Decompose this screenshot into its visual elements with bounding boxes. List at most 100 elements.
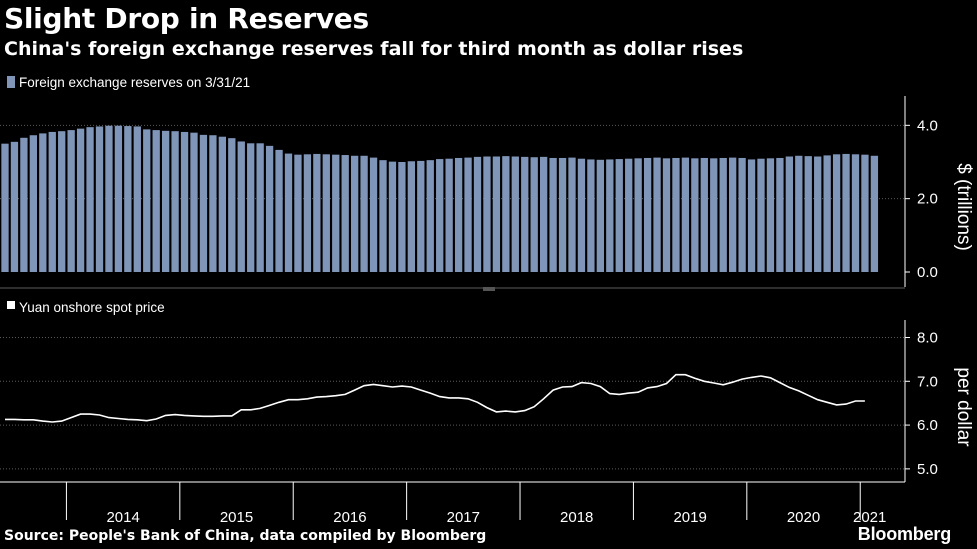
reserves-bar (351, 155, 359, 272)
reserves-axis-title: $ (trillions) (953, 163, 974, 251)
reserves-bar (766, 158, 775, 272)
reserves-bar (521, 156, 529, 272)
reserves-bar (417, 160, 425, 272)
reserves-bar (398, 162, 406, 272)
reserves-bar (29, 135, 37, 272)
reserves-bar (199, 134, 208, 272)
yuan-tick-label: 6.0 (917, 417, 938, 434)
reserves-bar (540, 156, 548, 272)
reserves-bar (454, 157, 463, 272)
reserves-bar (653, 157, 661, 272)
reserves-bar (67, 130, 75, 272)
reserves-bar (388, 161, 397, 272)
reserves-bar (445, 158, 453, 272)
reserves-bar (58, 131, 66, 272)
yuan-tick-label: 5.0 (917, 461, 938, 478)
reserves-bar (776, 157, 784, 272)
chart-title: Slight Drop in Reserves (4, 2, 369, 35)
reserves-bar (426, 160, 434, 272)
reserves-tick-label: 2.0 (917, 191, 938, 208)
reserves-bar (738, 157, 746, 272)
reserves-bar (294, 154, 302, 272)
reserves-bar (265, 145, 274, 272)
reserves-bar (823, 155, 831, 272)
reserves-bar (105, 125, 113, 272)
reserves-bar (568, 157, 576, 272)
year-label: 2016 (333, 509, 366, 526)
reserves-bar (152, 130, 160, 272)
reserves-bar (719, 157, 727, 272)
reserves-bar (48, 131, 56, 272)
reserves-bar (247, 143, 255, 272)
source-note: Source: People's Bank of China, data com… (4, 528, 487, 544)
reserves-bar (95, 126, 104, 272)
year-label: 2015 (220, 509, 253, 526)
year-label: 2019 (673, 509, 706, 526)
yuan-tick-label: 8.0 (917, 330, 938, 347)
yuan-panel: Yuan onshore spot price 5.0 6.0 7.0 8.0 per… (0, 300, 974, 482)
reserves-bar (615, 159, 623, 272)
reserves-bar (502, 156, 510, 272)
reserves-bar (558, 157, 567, 272)
reserves-bar (861, 154, 869, 272)
reserves-legend-swatch (7, 76, 15, 88)
reserves-bar (39, 133, 47, 272)
reserves-bar (369, 157, 378, 272)
reserves-bar (483, 156, 491, 272)
reserves-bar (190, 132, 198, 272)
reserves-bar (180, 131, 189, 272)
reserves-bar (341, 155, 349, 272)
reserves-bar (1, 143, 9, 272)
reserves-bar (672, 157, 680, 272)
reserves-bar (76, 128, 85, 272)
reserves-bar (710, 158, 718, 272)
year-label: 2017 (447, 509, 480, 526)
reserves-bar (143, 129, 151, 272)
reserves-bar (237, 141, 245, 272)
reserves-bar (171, 131, 179, 272)
reserves-bar (577, 158, 586, 272)
reserves-bar (313, 153, 321, 272)
reserves-bar (729, 157, 737, 272)
reserves-bar (842, 153, 850, 272)
year-label: 2018 (560, 509, 593, 526)
reserves-bar (436, 159, 444, 272)
bloomberg-logo: Bloomberg (857, 524, 951, 544)
reserves-bar (851, 154, 860, 272)
panel-divider-handle (483, 287, 495, 291)
reserves-bar (114, 125, 123, 272)
reserves-bar (643, 157, 652, 272)
reserves-bar (549, 157, 557, 272)
reserves-bar (814, 156, 822, 272)
reserves-bar (10, 141, 19, 272)
reserves-bar (634, 158, 642, 272)
reserves-bar (492, 156, 501, 272)
year-label: 2014 (106, 509, 139, 526)
yuan-tick-label: 7.0 (917, 373, 938, 390)
reserves-bar (124, 126, 132, 272)
reserves-bar (275, 149, 283, 272)
reserves-bar (284, 153, 293, 272)
reserves-bar (228, 138, 236, 272)
reserves-bar (662, 158, 671, 272)
reserves-bar (691, 158, 699, 272)
reserves-bar (360, 155, 368, 272)
reserves-bar (625, 158, 633, 272)
reserves-bar (606, 159, 614, 272)
reserves-bar (785, 156, 793, 272)
reserves-bar (795, 155, 803, 272)
reserves-bar (757, 158, 765, 272)
reserves-bar (86, 127, 94, 273)
yuan-axis-title: per dollar (953, 367, 974, 447)
yuan-legend-swatch (7, 301, 15, 309)
year-label: 2020 (787, 509, 820, 526)
reserves-legend-label: Foreign exchange reserves on 3/31/21 (19, 75, 250, 90)
yuan-legend-label: Yuan onshore spot price (19, 300, 165, 315)
reserves-bar (832, 154, 841, 272)
reserves-bar (379, 160, 387, 272)
reserves-bar (209, 135, 217, 272)
reserves-bar (596, 159, 604, 272)
reserves-bar (700, 157, 708, 272)
reserves-bar (218, 136, 226, 272)
